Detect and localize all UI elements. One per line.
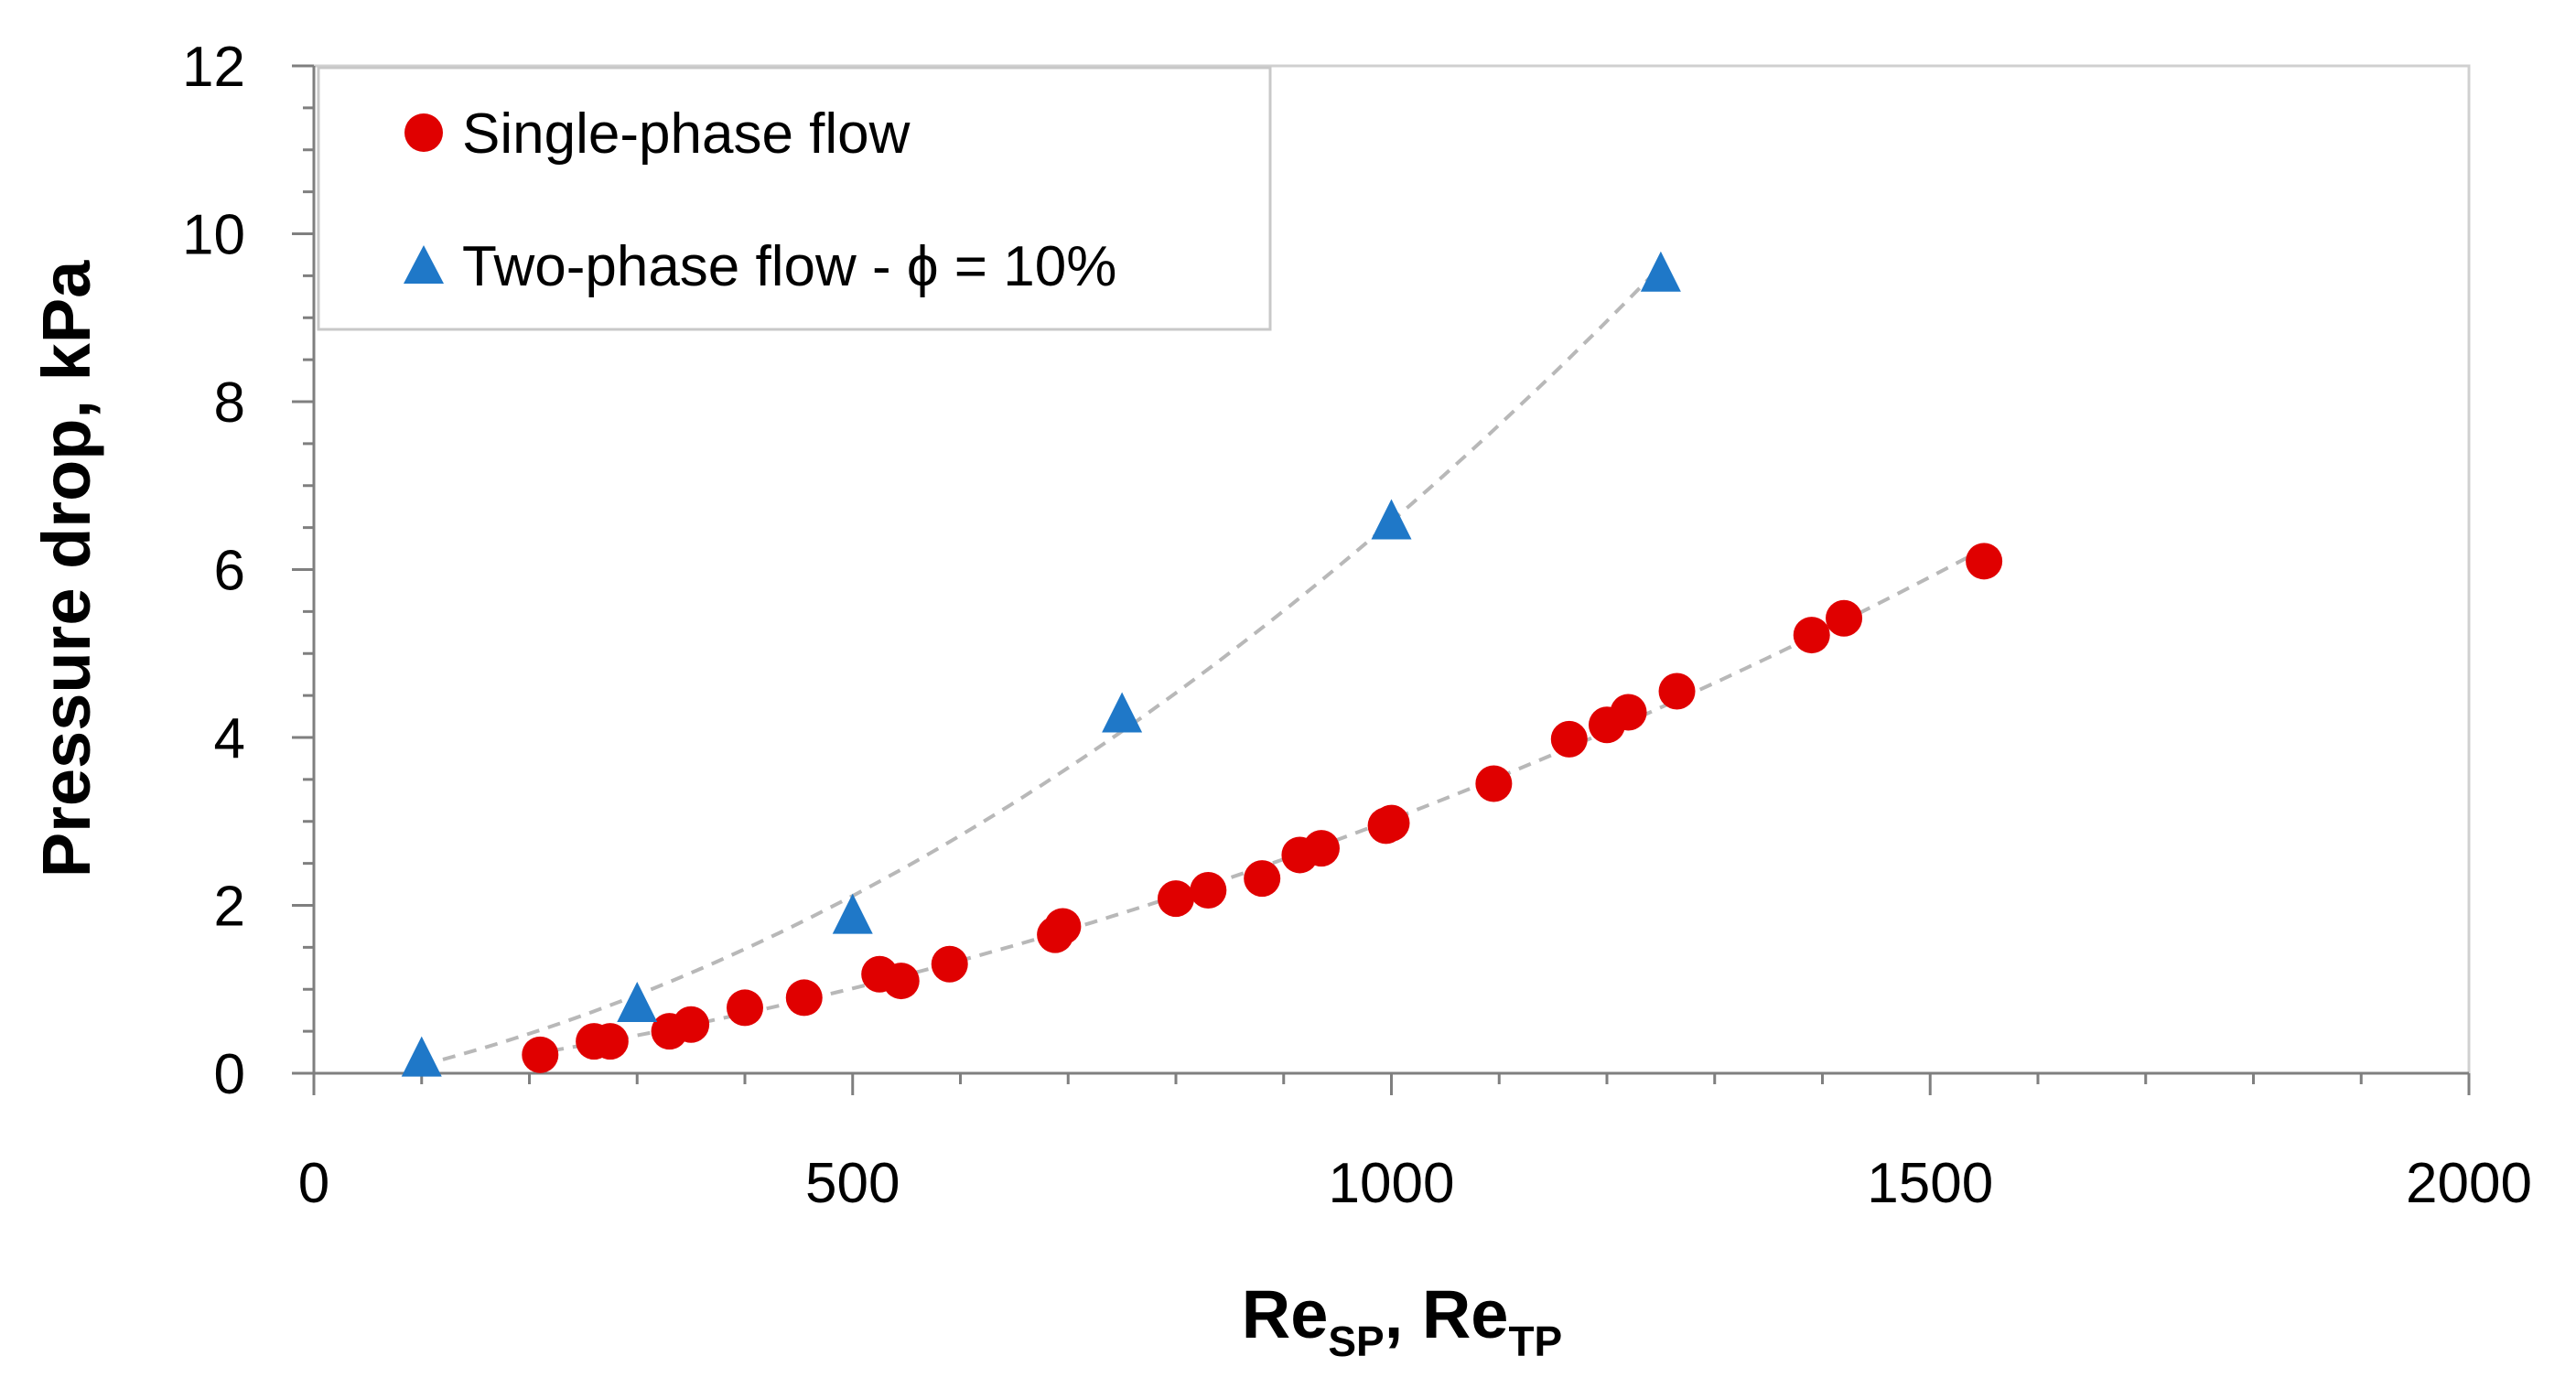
legend-marker-two-phase — [404, 245, 444, 284]
legend-box — [317, 66, 1272, 331]
x-axis-title: ReSP, ReTP — [1242, 1276, 1562, 1365]
data-point-single-phase — [1793, 617, 1830, 654]
y-axis-title: Pressure drop, kPa — [28, 260, 104, 877]
data-point-two-phase — [832, 893, 873, 934]
legend-label-two-phase: Two-phase flow - ϕ = 10% — [462, 235, 1116, 298]
y-tick-label: 4 — [214, 707, 245, 770]
x-axis-title-part: SP — [1328, 1318, 1384, 1365]
y-tick-label: 12 — [182, 36, 245, 99]
data-point-two-phase — [1102, 692, 1143, 733]
series-marks — [401, 251, 2003, 1077]
data-point-single-phase — [1550, 720, 1588, 758]
y-tick-label: 2 — [214, 876, 245, 939]
y-tick-label: 8 — [214, 371, 245, 435]
data-point-two-phase — [401, 1036, 442, 1077]
data-point-single-phase — [1190, 871, 1227, 909]
data-point-single-phase — [1966, 543, 2003, 580]
data-point-single-phase — [1244, 860, 1281, 898]
legend-marker-single-phase — [404, 113, 443, 152]
x-axis-title-part: , Re — [1385, 1276, 1509, 1352]
data-point-single-phase — [1826, 599, 1863, 637]
y-tick-labels: 0 2 4 6 8 10 12 — [182, 36, 245, 1106]
x-axis-title-part: TP — [1508, 1318, 1562, 1365]
data-point-single-phase — [931, 945, 968, 983]
legend: Single-phase flow Two-phase flow - ϕ = 1… — [317, 66, 1272, 331]
data-point-two-phase — [617, 982, 658, 1023]
x-tick-label: 0 — [298, 1152, 329, 1215]
data-point-single-phase — [1610, 694, 1647, 731]
x-tick-label: 1000 — [1329, 1152, 1455, 1215]
x-tick-labels: 0 500 1000 1500 2000 — [298, 1152, 2532, 1215]
data-point-two-phase — [1371, 499, 1412, 540]
x-tick-label: 500 — [805, 1152, 900, 1215]
data-point-single-phase — [785, 979, 823, 1017]
data-point-single-phase — [1475, 765, 1513, 802]
data-point-two-phase — [1640, 251, 1681, 292]
y-tick-label: 10 — [182, 204, 245, 267]
data-point-single-phase — [522, 1036, 559, 1073]
data-point-single-phase — [673, 1006, 710, 1043]
data-point-single-phase — [1302, 830, 1340, 867]
data-point-single-phase — [1158, 880, 1194, 918]
major-ticks — [292, 64, 2471, 1095]
x-tick-label: 1500 — [1867, 1152, 1993, 1215]
data-point-single-phase — [591, 1023, 629, 1060]
data-point-single-phase — [1373, 804, 1410, 842]
minor-ticks — [303, 106, 2363, 1084]
legend-label-single-phase: Single-phase flow — [462, 102, 911, 166]
y-tick-label: 0 — [214, 1043, 245, 1106]
data-point-single-phase — [882, 963, 920, 1000]
x-tick-label: 2000 — [2406, 1152, 2532, 1215]
data-point-single-phase — [1658, 672, 1696, 710]
data-point-single-phase — [1044, 908, 1082, 945]
data-point-single-phase — [727, 989, 763, 1027]
trendline-series-1 — [421, 264, 1663, 1068]
x-axis-title-part: Re — [1242, 1276, 1329, 1352]
y-tick-label: 6 — [214, 540, 245, 603]
